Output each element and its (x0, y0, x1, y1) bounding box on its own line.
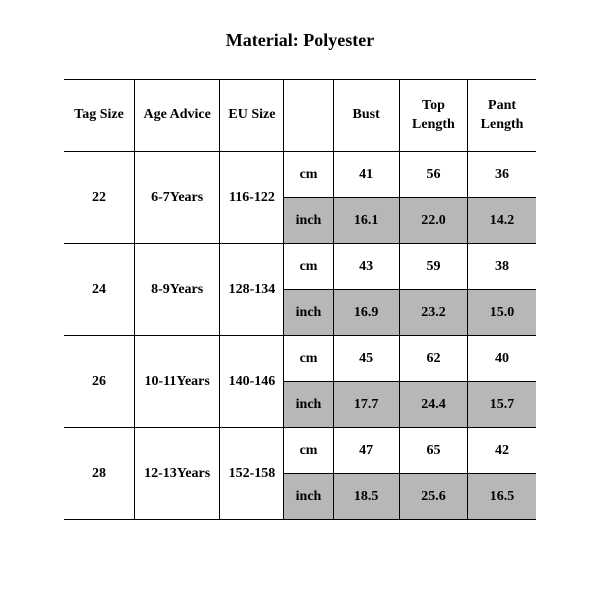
table-row: 22 6-7Years 116-122 cm 41 56 36 (64, 152, 536, 198)
cell-age: 8-9Years (134, 244, 219, 336)
cell-pant-cm: 38 (468, 244, 536, 290)
cell-top-in: 25.6 (399, 474, 467, 520)
cell-pant-cm: 40 (468, 336, 536, 382)
cell-pant-in: 15.0 (468, 290, 536, 336)
cell-bust-in: 18.5 (333, 474, 399, 520)
cell-bust-in: 16.1 (333, 198, 399, 244)
table-row: 28 12-13Years 152-158 cm 47 65 42 (64, 428, 536, 474)
cell-bust-cm: 45 (333, 336, 399, 382)
cell-top-in: 24.4 (399, 382, 467, 428)
cell-age: 6-7Years (134, 152, 219, 244)
cell-top-cm: 59 (399, 244, 467, 290)
col-pant-length: PantLength (468, 80, 536, 152)
cell-tag: 22 (64, 152, 134, 244)
table-header-row: Tag Size Age Advice EU Size Bust TopLeng… (64, 80, 536, 152)
cell-tag: 24 (64, 244, 134, 336)
cell-pant-in: 16.5 (468, 474, 536, 520)
col-eu-size: EU Size (220, 80, 284, 152)
cell-age: 12-13Years (134, 428, 219, 520)
cell-bust-cm: 41 (333, 152, 399, 198)
col-bust: Bust (333, 80, 399, 152)
cell-unit-cm: cm (284, 336, 333, 382)
cell-eu: 128-134 (220, 244, 284, 336)
cell-unit-inch: inch (284, 290, 333, 336)
cell-tag: 26 (64, 336, 134, 428)
cell-unit-inch: inch (284, 382, 333, 428)
cell-eu: 116-122 (220, 152, 284, 244)
cell-bust-cm: 47 (333, 428, 399, 474)
cell-eu: 152-158 (220, 428, 284, 520)
cell-age: 10-11Years (134, 336, 219, 428)
cell-pant-in: 14.2 (468, 198, 536, 244)
cell-top-in: 23.2 (399, 290, 467, 336)
cell-top-cm: 56 (399, 152, 467, 198)
table-row: 26 10-11Years 140-146 cm 45 62 40 (64, 336, 536, 382)
cell-unit-cm: cm (284, 152, 333, 198)
col-unit (284, 80, 333, 152)
cell-pant-cm: 42 (468, 428, 536, 474)
cell-unit-inch: inch (284, 474, 333, 520)
page-title: Material: Polyester (0, 30, 600, 51)
size-chart: Material: Polyester Tag Size Age Advice … (0, 0, 600, 600)
cell-unit-cm: cm (284, 428, 333, 474)
cell-unit-inch: inch (284, 198, 333, 244)
cell-unit-cm: cm (284, 244, 333, 290)
cell-pant-cm: 36 (468, 152, 536, 198)
size-table: Tag Size Age Advice EU Size Bust TopLeng… (64, 79, 536, 520)
cell-bust-in: 16.9 (333, 290, 399, 336)
table-row: 24 8-9Years 128-134 cm 43 59 38 (64, 244, 536, 290)
col-tag-size: Tag Size (64, 80, 134, 152)
col-age-advice: Age Advice (134, 80, 219, 152)
cell-bust-cm: 43 (333, 244, 399, 290)
cell-tag: 28 (64, 428, 134, 520)
cell-top-cm: 65 (399, 428, 467, 474)
table-body: 22 6-7Years 116-122 cm 41 56 36 inch 16.… (64, 152, 536, 520)
cell-top-cm: 62 (399, 336, 467, 382)
cell-eu: 140-146 (220, 336, 284, 428)
cell-bust-in: 17.7 (333, 382, 399, 428)
col-top-length: TopLength (399, 80, 467, 152)
cell-pant-in: 15.7 (468, 382, 536, 428)
cell-top-in: 22.0 (399, 198, 467, 244)
